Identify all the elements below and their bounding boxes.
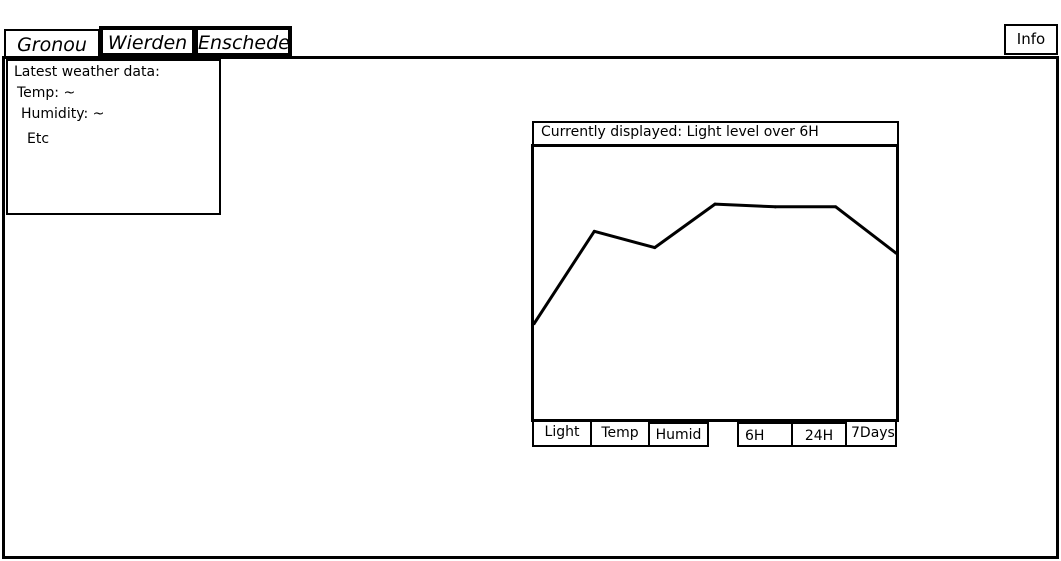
- data-point: [894, 251, 896, 255]
- weather-heading: Latest weather data:: [14, 64, 160, 80]
- data-point: [653, 246, 657, 250]
- data-point: [773, 205, 777, 209]
- data-point: [534, 322, 536, 326]
- range-7days-button[interactable]: 7Days: [845, 420, 897, 447]
- info-button[interactable]: Info: [1004, 24, 1058, 55]
- chart-title: Currently displayed: Light level over 6H: [532, 121, 899, 146]
- metric-humid-button[interactable]: Humid: [648, 422, 709, 447]
- main-content-frame: [2, 56, 1059, 559]
- metric-light-button[interactable]: Light: [532, 420, 592, 447]
- data-points: [534, 202, 896, 326]
- data-point: [592, 229, 596, 233]
- latest-weather-panel: Latest weather data: Temp: ~ Humidity: ~…: [6, 59, 221, 215]
- chart-area: [531, 144, 899, 422]
- tab-wierden[interactable]: Wierden: [99, 26, 196, 57]
- line-chart: [534, 202, 896, 326]
- weather-etc: Etc: [27, 131, 50, 147]
- series-line: [534, 202, 896, 325]
- weather-temp: Temp: ~: [17, 85, 76, 101]
- data-point: [834, 205, 838, 209]
- data-point: [713, 202, 717, 206]
- tab-enschede[interactable]: Enschede: [194, 26, 292, 57]
- range-24h-button[interactable]: 24H: [791, 422, 847, 447]
- range-6h-button[interactable]: 6H: [737, 422, 793, 447]
- metric-temp-button[interactable]: Temp: [590, 420, 650, 447]
- weather-humidity: Humidity: ~: [21, 106, 105, 122]
- tab-gronou[interactable]: Gronou: [4, 29, 100, 59]
